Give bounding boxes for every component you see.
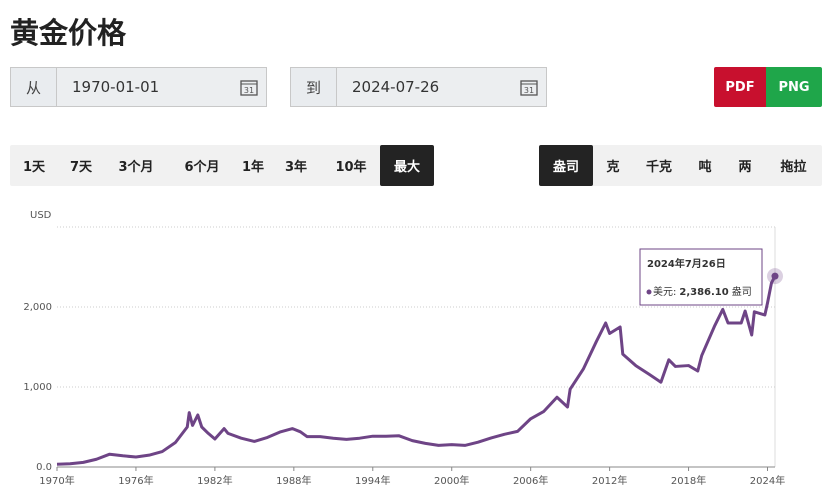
tooltip-value-label: 2,386.10 bbox=[679, 287, 728, 298]
x-tick-label: 2012年 bbox=[592, 474, 627, 487]
x-tick-label: 1982年 bbox=[197, 474, 232, 487]
calendar-day: 31 bbox=[524, 86, 534, 95]
calendar-icon[interactable]: 31 bbox=[240, 78, 258, 96]
tooltip-value: 美元: 2,386.10 盎司 bbox=[653, 285, 752, 298]
chart: USD 0.0 1,000 2,000 1970年 1976年 1982年 1988年 199… bbox=[23, 210, 785, 487]
range-button[interactable]: 最大 bbox=[380, 145, 434, 186]
tooltip-date: 2024年7月26日 bbox=[647, 257, 726, 270]
tooltip-series-label: 美元: bbox=[653, 285, 676, 298]
unit-button[interactable]: 克 bbox=[606, 160, 620, 175]
range-button[interactable]: 1天 bbox=[22, 160, 46, 175]
tooltip-box bbox=[639, 248, 763, 306]
y-axis-label: USD bbox=[30, 210, 52, 221]
x-tick-label: 1994年 bbox=[355, 474, 390, 487]
to-label: 到 bbox=[290, 67, 337, 107]
range-button[interactable]: 1年 bbox=[241, 160, 265, 175]
y-tick-label: 2,000 bbox=[23, 302, 52, 313]
from-label: 从 bbox=[10, 67, 57, 107]
tooltip-unit: 盎司 bbox=[732, 285, 752, 298]
x-tick-label: 1988年 bbox=[276, 474, 311, 487]
calendar-day: 31 bbox=[244, 86, 254, 95]
hover-point bbox=[771, 272, 779, 280]
unit-button[interactable]: 两 bbox=[738, 160, 752, 175]
range-button[interactable]: 7天 bbox=[69, 160, 93, 175]
to-input[interactable]: 2024-07-26 31 bbox=[337, 67, 547, 107]
unit-button[interactable]: 吨 bbox=[698, 160, 712, 175]
from-input[interactable]: 1970-01-01 31 bbox=[57, 67, 267, 107]
x-tick-label: 2024年 bbox=[750, 474, 785, 487]
tooltip-dot bbox=[646, 289, 652, 295]
price-line bbox=[56, 275, 777, 466]
page-title: 黄金价格 bbox=[10, 16, 127, 50]
range-button[interactable]: 10年 bbox=[335, 160, 367, 175]
x-tick-label: 2018年 bbox=[671, 474, 706, 487]
x-tick-label: 1976年 bbox=[118, 474, 153, 487]
from-date: 1970-01-01 bbox=[72, 78, 160, 96]
unit-bar: 盎司克 千克 吨 两 拖拉 bbox=[539, 145, 822, 186]
x-tick-label: 2000年 bbox=[434, 474, 469, 487]
y-tick-label: 0.0 bbox=[36, 462, 52, 473]
unit-button[interactable]: 千克 bbox=[645, 160, 672, 175]
range-button[interactable]: 3个月 bbox=[118, 160, 154, 175]
y-tick-label: 1,000 bbox=[23, 382, 52, 393]
png-button[interactable]: PNG bbox=[766, 67, 822, 107]
range-button[interactable]: 3年 bbox=[284, 160, 308, 175]
to-date: 2024-07-26 bbox=[352, 78, 440, 96]
pdf-button[interactable]: PDF bbox=[714, 67, 766, 107]
unit-button[interactable]: 盎司 bbox=[539, 145, 593, 186]
range-button[interactable]: 6个月 bbox=[184, 160, 220, 175]
x-tick-label: 2006年 bbox=[513, 474, 548, 487]
calendar-icon[interactable]: 31 bbox=[520, 78, 538, 96]
unit-button[interactable]: 拖拉 bbox=[780, 160, 807, 175]
range-bar: 1天 7天 3个月 6个月 1年 3年 10年 最大 bbox=[10, 145, 434, 186]
x-tick-label: 1970年 bbox=[39, 474, 74, 487]
